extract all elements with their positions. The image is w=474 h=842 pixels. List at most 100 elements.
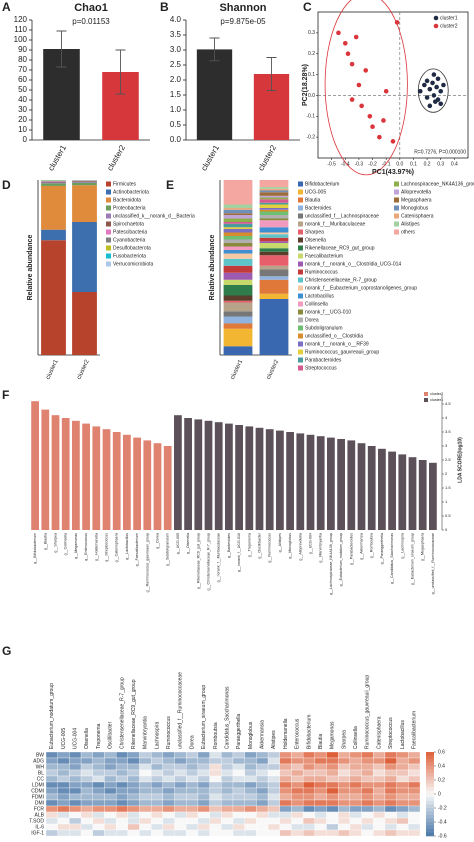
heatmap-cell <box>279 757 292 765</box>
heatmap-cell <box>291 829 304 837</box>
heatmap-cell <box>139 799 152 807</box>
heatmap-cell <box>314 751 327 759</box>
heatmap-cell <box>279 763 292 771</box>
colorbar-label: -0.2 <box>438 805 447 811</box>
legend-swatch <box>394 229 399 235</box>
heatmap-cell <box>361 829 374 837</box>
heatmap-cell <box>349 817 362 825</box>
row-label: BL <box>38 770 44 776</box>
heatmap-cell <box>127 805 140 813</box>
heatmap-cell <box>396 811 409 819</box>
y-tick-label: 1.0 <box>170 105 182 114</box>
annotation: p=0.01153 <box>72 17 110 26</box>
heatmap-cell <box>69 811 82 819</box>
column-label: Lactobacillus <box>400 720 406 749</box>
bar-segment <box>223 236 253 240</box>
heatmap-cell <box>162 775 175 783</box>
heatmap-cell <box>209 781 222 789</box>
bar <box>306 434 315 530</box>
heatmap-cell <box>338 769 351 777</box>
heatmap-cell <box>291 787 304 795</box>
legend-swatch <box>106 197 111 203</box>
heatmap-cell <box>151 817 164 825</box>
legend-label: norank_f__UCG-010 <box>305 309 351 315</box>
legend-swatch <box>424 398 428 402</box>
heatmap-cell <box>279 799 292 807</box>
heatmap-cell <box>80 811 93 819</box>
heatmap-cell <box>174 817 187 825</box>
legend-label: Fusobacteriota <box>113 253 146 259</box>
legend-swatch <box>298 237 303 243</box>
heatmap-cell <box>186 799 199 807</box>
heatmap-cell <box>256 769 269 777</box>
heatmap-cell <box>302 757 315 765</box>
bar-segment <box>223 227 253 229</box>
heatmap-cell <box>338 781 351 789</box>
heatmap-cell <box>408 757 421 765</box>
legend-swatch <box>298 253 303 259</box>
heatmap-cell <box>69 805 82 813</box>
column-label: UCG-004 <box>73 728 79 749</box>
heatmap-cell <box>221 823 234 831</box>
x-tick-label: g__Akkermansia <box>359 533 363 560</box>
heatmap-cell <box>186 805 199 813</box>
colorbar-step <box>426 759 434 763</box>
heatmap-cell <box>302 829 315 837</box>
heatmap-cell <box>279 793 292 801</box>
colorbar-step <box>426 804 434 809</box>
bar-segment <box>72 292 97 355</box>
heatmap-cell <box>127 799 140 807</box>
bar <box>196 49 233 140</box>
y-axis-label: Relative abundance <box>209 235 216 301</box>
panel-label: A <box>2 0 11 14</box>
heatmap-cell <box>232 811 245 819</box>
heatmap-cell <box>209 793 222 801</box>
heatmap-cell <box>302 781 315 789</box>
x-tick-label: cluster2 <box>76 358 91 380</box>
colorbar-step <box>426 769 434 774</box>
x-tick-label: 0.2 <box>424 161 431 167</box>
heatmap-cell <box>139 775 152 783</box>
heatmap-cell <box>338 757 351 765</box>
heatmap-cell <box>349 769 362 777</box>
heatmap-cell <box>209 787 222 795</box>
bar-segment <box>223 328 253 347</box>
heatmap-cell <box>139 805 152 813</box>
heatmap-cell <box>256 787 269 795</box>
legend-label: Dorea <box>305 317 319 323</box>
x-tick-label: g__Oscillibacter <box>257 532 261 558</box>
bar-segment <box>223 279 253 285</box>
heatmap-cell <box>384 751 397 759</box>
point <box>427 86 433 92</box>
heatmap-cell <box>197 829 210 837</box>
heatmap-cell <box>57 781 70 789</box>
heatmap-cell <box>221 817 234 825</box>
y-tick-label: 20 <box>18 115 27 124</box>
heatmap-cell <box>57 823 70 831</box>
heatmap-cell <box>373 769 386 777</box>
bar <box>408 457 417 530</box>
colorbar-label: 0.4 <box>438 763 445 769</box>
error-bar <box>56 30 67 68</box>
heatmap-cell <box>326 817 339 825</box>
heatmap-cell <box>104 793 117 801</box>
y-tick-label: 0 <box>445 527 448 532</box>
heatmap-cell <box>174 805 187 813</box>
point <box>390 139 396 144</box>
heatmap-cell <box>267 763 280 771</box>
legend-label: Faecalibacterium <box>305 253 343 259</box>
heatmap-cell <box>80 787 93 795</box>
heatmap-cell <box>291 781 304 789</box>
column-label: Bifidobacterium <box>306 715 312 749</box>
heatmap-cell <box>384 769 397 777</box>
legend-swatch <box>298 333 303 339</box>
heatmap-cell <box>349 805 362 813</box>
x-tick-label: 0.0 <box>396 161 403 167</box>
heatmap-cell <box>338 823 351 831</box>
heatmap-cell <box>45 757 58 765</box>
heatmap-cell <box>104 799 117 807</box>
heatmap-cell <box>314 805 327 813</box>
heatmap-cell <box>396 769 409 777</box>
legend-label: Alloprevotella <box>401 189 431 195</box>
